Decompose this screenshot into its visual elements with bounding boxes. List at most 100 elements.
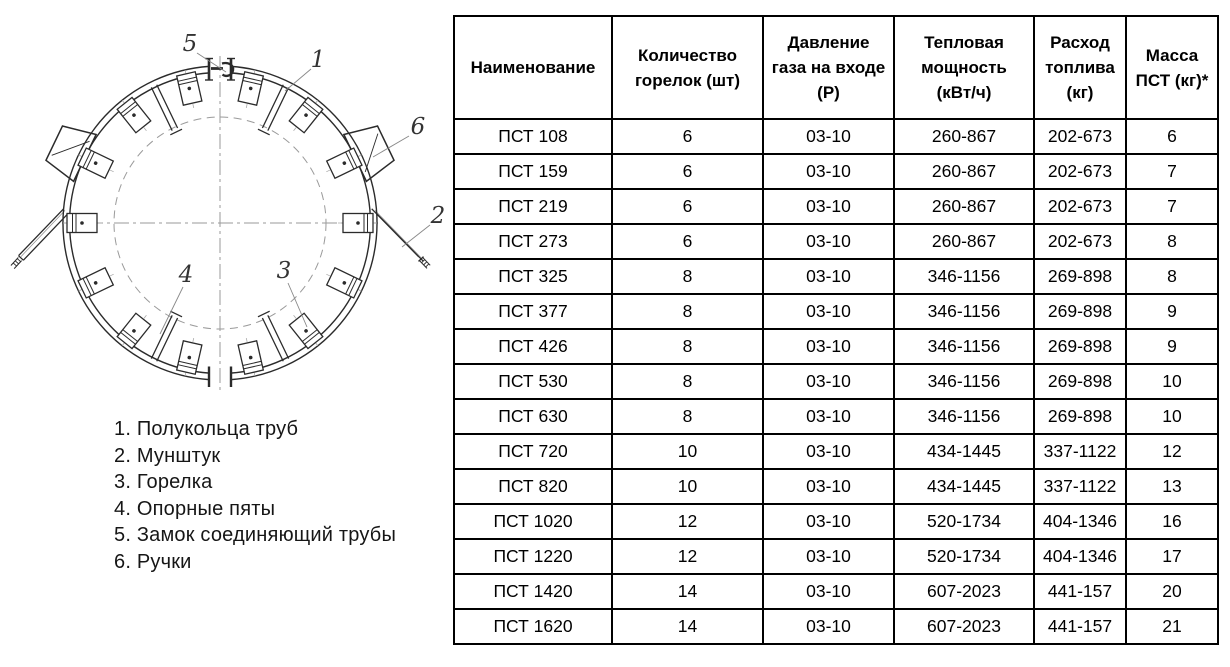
cell-mass: 13 xyxy=(1125,468,1219,505)
legend-item: 5. Замок соединяющий трубы xyxy=(114,524,397,546)
burner xyxy=(288,96,324,134)
cell-burners: 8 xyxy=(611,398,764,435)
cell-mass: 7 xyxy=(1125,153,1219,190)
legend-item: 4. Опорные пяты xyxy=(114,497,276,520)
spec-table-body: ПСТ 108 6 03-10 260-867 202-673 6 ПСТ 15… xyxy=(453,118,1219,645)
burner xyxy=(75,147,115,180)
cell-name: ПСТ 1620 xyxy=(453,608,613,645)
cell-power: 434-1445 xyxy=(893,468,1035,505)
cell-burners: 8 xyxy=(611,328,764,365)
mouthpiece-pipe xyxy=(371,208,431,269)
burner-ring-group xyxy=(60,66,380,380)
legend-item: 2. Мунштук xyxy=(114,444,221,467)
support-strut xyxy=(257,310,290,362)
table-row: ПСТ 1020 12 03-10 520-1734 404-1346 16 xyxy=(453,503,1219,540)
cell-name: ПСТ 630 xyxy=(453,398,613,435)
center-lines xyxy=(62,56,378,392)
support-struts-group xyxy=(150,84,290,362)
callout-numbers: 1 2 3 4 5 6 xyxy=(178,31,446,288)
cell-burners: 8 xyxy=(611,293,764,330)
cell-fuel: 269-898 xyxy=(1033,363,1127,400)
table-row: ПСТ 1420 14 03-10 607-2023 441-157 20 xyxy=(453,573,1219,610)
callout-leaders xyxy=(159,52,431,335)
support-strut xyxy=(257,84,290,136)
cell-fuel: 202-673 xyxy=(1033,188,1127,225)
left-pipe xyxy=(10,208,69,269)
cell-burners: 12 xyxy=(611,503,764,540)
spec-table: Наименование Количество горелок (шт) Дав… xyxy=(453,15,1219,645)
cell-fuel: 404-1346 xyxy=(1033,538,1127,575)
callout-1: 1 xyxy=(311,47,326,73)
col-header-pressure: Давление газа на входе (Р) xyxy=(762,15,895,120)
cell-fuel: 202-673 xyxy=(1033,153,1127,190)
burner xyxy=(288,312,324,350)
cell-mass: 10 xyxy=(1125,398,1219,435)
cell-burners: 6 xyxy=(611,223,764,260)
cell-pressure: 03-10 xyxy=(762,433,895,470)
cell-power: 520-1734 xyxy=(893,503,1035,540)
cell-power: 520-1734 xyxy=(893,538,1035,575)
cell-power: 260-867 xyxy=(893,188,1035,225)
burner xyxy=(60,212,102,234)
cell-power: 434-1445 xyxy=(893,433,1035,470)
cell-fuel: 441-157 xyxy=(1033,573,1127,610)
cell-pressure: 03-10 xyxy=(762,328,895,365)
cell-name: ПСТ 159 xyxy=(453,153,613,190)
cell-burners: 14 xyxy=(611,573,764,610)
cell-name: ПСТ 820 xyxy=(453,468,613,505)
cell-pressure: 03-10 xyxy=(762,363,895,400)
cell-name: ПСТ 720 xyxy=(453,433,613,470)
cell-power: 607-2023 xyxy=(893,573,1035,610)
table-row: ПСТ 720 10 03-10 434-1445 337-1122 12 xyxy=(453,433,1219,470)
callout-4: 4 xyxy=(178,262,194,288)
cell-power: 260-867 xyxy=(893,223,1035,260)
cell-burners: 8 xyxy=(611,258,764,295)
table-row: ПСТ 426 8 03-10 346-1156 269-898 9 xyxy=(453,328,1219,365)
cell-fuel: 202-673 xyxy=(1033,223,1127,260)
cell-power: 346-1156 xyxy=(893,363,1035,400)
burner xyxy=(338,212,380,234)
table-row: ПСТ 219 6 03-10 260-867 202-673 7 xyxy=(453,188,1219,225)
cell-mass: 21 xyxy=(1125,608,1219,645)
cell-name: ПСТ 530 xyxy=(453,363,613,400)
cell-fuel: 441-157 xyxy=(1033,608,1127,645)
cell-fuel: 202-673 xyxy=(1033,118,1127,155)
table-row: ПСТ 1220 12 03-10 520-1734 404-1346 17 xyxy=(453,538,1219,575)
cell-pressure: 03-10 xyxy=(762,468,895,505)
cell-fuel: 337-1122 xyxy=(1033,468,1127,505)
cell-mass: 7 xyxy=(1125,188,1219,225)
table-row: ПСТ 159 6 03-10 260-867 202-673 7 xyxy=(453,153,1219,190)
legend-item: 3. Горелка xyxy=(114,471,213,493)
burner xyxy=(325,147,365,180)
cell-fuel: 269-898 xyxy=(1033,328,1127,365)
callout-2: 2 xyxy=(430,203,446,229)
table-row: ПСТ 108 6 03-10 260-867 202-673 6 xyxy=(453,118,1219,155)
cell-power: 607-2023 xyxy=(893,608,1035,645)
burner xyxy=(237,66,265,109)
cell-name: ПСТ 1020 xyxy=(453,503,613,540)
cell-burners: 10 xyxy=(611,468,764,505)
callout-5: 5 xyxy=(183,31,198,57)
cell-mass: 16 xyxy=(1125,503,1219,540)
table-row: ПСТ 630 8 03-10 346-1156 269-898 10 xyxy=(453,398,1219,435)
col-header-mass: Масса ПСТ (кг)* xyxy=(1125,15,1219,120)
cell-power: 346-1156 xyxy=(893,328,1035,365)
burner xyxy=(237,337,265,380)
cell-pressure: 03-10 xyxy=(762,398,895,435)
cell-fuel: 337-1122 xyxy=(1033,433,1127,470)
cell-burners: 6 xyxy=(611,153,764,190)
cell-name: ПСТ 219 xyxy=(453,188,613,225)
legend-item: 1. Полукольца труб xyxy=(114,418,299,440)
cell-mass: 8 xyxy=(1125,258,1219,295)
cell-burners: 8 xyxy=(611,363,764,400)
cell-power: 346-1156 xyxy=(893,398,1035,435)
cell-fuel: 269-898 xyxy=(1033,258,1127,295)
col-header-burners: Количество горелок (шт) xyxy=(611,15,764,120)
cell-mass: 9 xyxy=(1125,328,1219,365)
cell-power: 346-1156 xyxy=(893,293,1035,330)
burner xyxy=(116,96,152,134)
ring-lock xyxy=(205,57,235,81)
ring-bottom-joint xyxy=(207,366,233,387)
cell-pressure: 03-10 xyxy=(762,153,895,190)
